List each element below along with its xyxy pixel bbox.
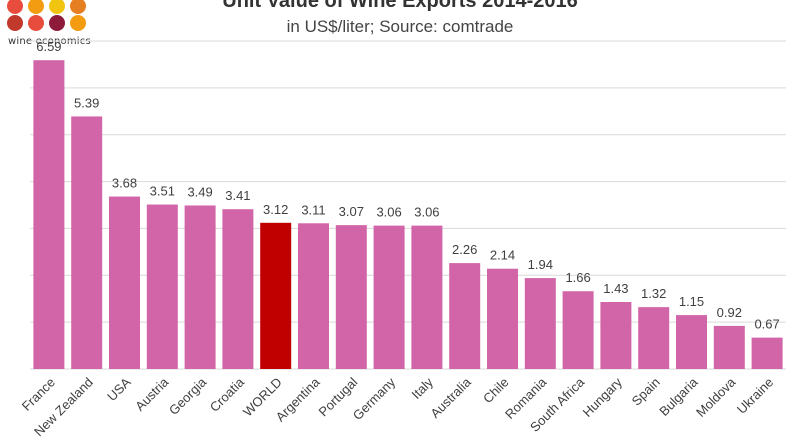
bar-spain bbox=[638, 307, 670, 369]
category-label: Bulgaria bbox=[656, 374, 701, 419]
bar-georgia bbox=[184, 205, 216, 369]
logo-dot bbox=[7, 0, 23, 14]
category-label: Spain bbox=[629, 375, 663, 409]
bars bbox=[33, 60, 783, 370]
value-label: 3.06 bbox=[414, 205, 439, 220]
value-label: 1.32 bbox=[641, 286, 666, 301]
bar-hungary bbox=[600, 301, 632, 369]
value-label: 1.94 bbox=[528, 257, 553, 272]
bar-australia bbox=[449, 263, 481, 369]
category-label: Ukraine bbox=[734, 375, 776, 417]
bar-new-zealand bbox=[71, 116, 103, 369]
chart-title: Unit Value of Wine Exports 2014-2016 bbox=[222, 0, 578, 12]
value-label: 5.39 bbox=[74, 95, 99, 110]
category-label: Moldova bbox=[693, 374, 739, 420]
bar-bulgaria bbox=[676, 315, 707, 369]
value-label: 3.49 bbox=[187, 184, 212, 199]
value-label: 3.41 bbox=[225, 188, 250, 203]
bar-usa bbox=[109, 196, 140, 369]
bar-world bbox=[260, 222, 292, 369]
category-label: Australia bbox=[427, 374, 474, 421]
value-label: 3.68 bbox=[112, 176, 137, 191]
value-label: 1.66 bbox=[565, 270, 590, 285]
category-label: Georgia bbox=[166, 374, 210, 418]
logo-dot bbox=[28, 0, 44, 14]
value-label: 3.12 bbox=[263, 202, 288, 217]
bar-chile bbox=[487, 268, 518, 369]
value-label: 6.59 bbox=[36, 39, 61, 54]
value-label: 3.06 bbox=[376, 205, 401, 220]
bar-france bbox=[33, 60, 65, 370]
logo-dot bbox=[70, 0, 86, 14]
bar-italy bbox=[411, 225, 443, 369]
bar-germany bbox=[373, 225, 405, 369]
value-label: 2.14 bbox=[490, 248, 515, 263]
category-label: Germany bbox=[350, 374, 399, 423]
bar-argentina bbox=[298, 223, 329, 369]
value-label: 0.92 bbox=[717, 305, 742, 320]
grid-lines bbox=[30, 40, 786, 370]
value-labels: 6.59 5.39 3.68 3.51 3.49 3.41 3.12 3.11 3.07 3.06… bbox=[36, 39, 780, 331]
bar-austria bbox=[146, 204, 178, 369]
bar-moldova bbox=[713, 325, 745, 369]
value-label: 1.15 bbox=[679, 294, 704, 309]
chart-subtitle: in US$/liter; Source: comtrade bbox=[286, 17, 514, 36]
bar-portugal bbox=[335, 225, 367, 369]
value-label: 0.67 bbox=[754, 317, 779, 332]
category-label: USA bbox=[104, 374, 134, 404]
value-label: 1.43 bbox=[603, 281, 628, 296]
value-label: 3.51 bbox=[150, 184, 175, 199]
logo-dot bbox=[49, 15, 65, 31]
bar-ukraine bbox=[751, 337, 783, 369]
bar-romania bbox=[524, 278, 556, 369]
value-label: 3.07 bbox=[339, 204, 364, 219]
category-label: Chile bbox=[480, 375, 512, 407]
logo-dot bbox=[7, 15, 23, 31]
value-label: 2.26 bbox=[452, 242, 477, 257]
bar-south-africa bbox=[562, 291, 594, 369]
category-label: Hungary bbox=[580, 374, 626, 420]
category-label: Italy bbox=[409, 374, 437, 402]
value-label: 3.11 bbox=[301, 202, 325, 217]
wine-economics-logo bbox=[7, 0, 86, 31]
logo-dot bbox=[70, 15, 86, 31]
bar-croatia bbox=[222, 209, 254, 369]
logo-dot bbox=[28, 15, 44, 31]
logo-dot bbox=[49, 0, 65, 14]
